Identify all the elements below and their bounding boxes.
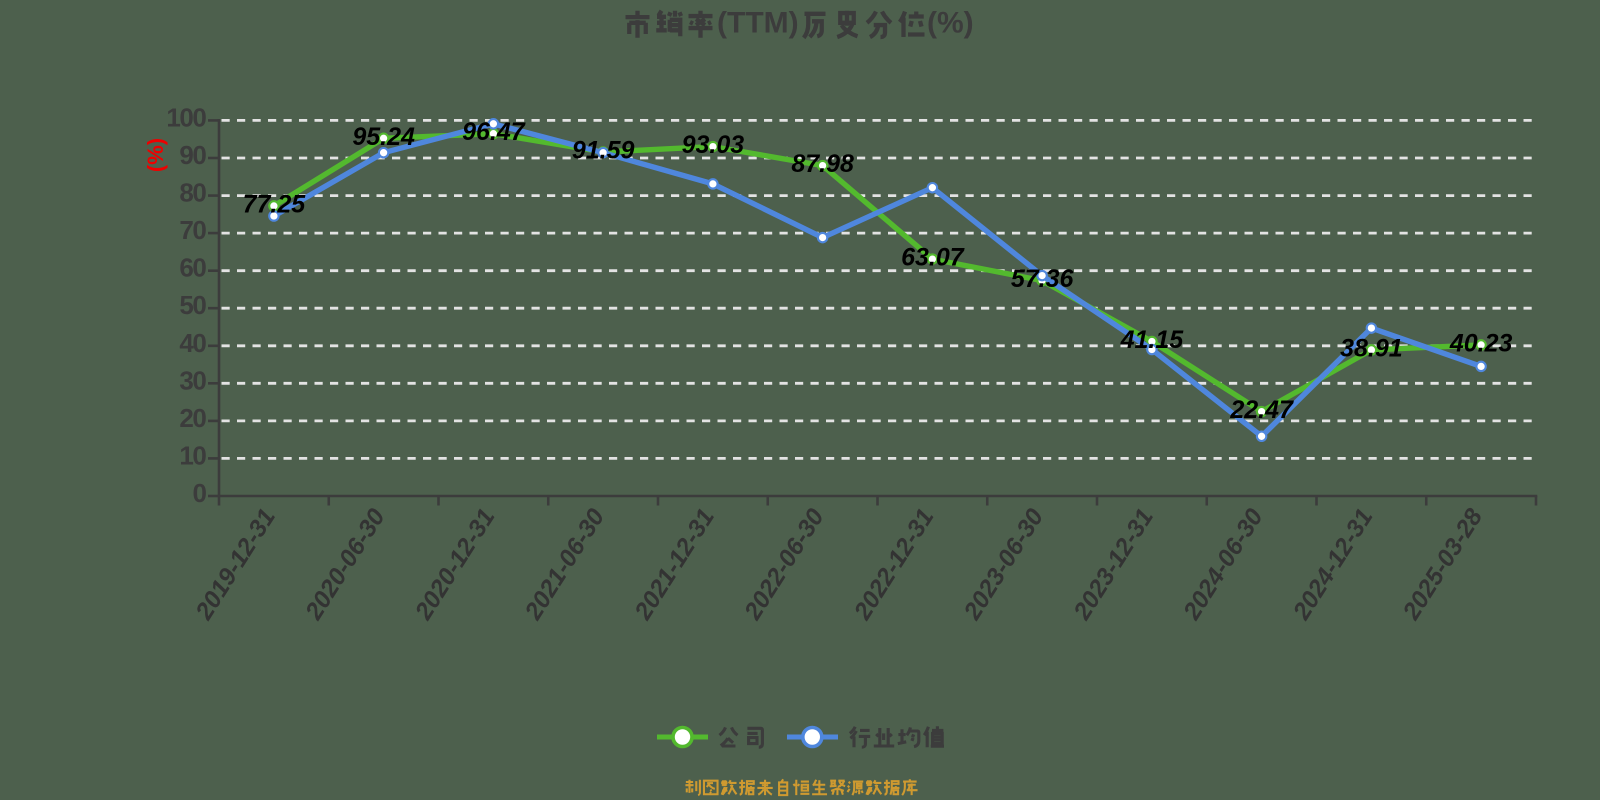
svg-text:90: 90 (179, 140, 206, 170)
svg-text:(TTM): (TTM) (717, 7, 799, 40)
svg-text:38.91: 38.91 (1340, 334, 1403, 362)
svg-text:20: 20 (179, 403, 206, 433)
svg-text:40.23: 40.23 (1449, 329, 1513, 357)
svg-text:(%): (%) (927, 7, 974, 40)
svg-text:80: 80 (179, 178, 206, 208)
svg-text:40: 40 (179, 328, 206, 358)
svg-text:30: 30 (179, 365, 206, 395)
svg-text:100: 100 (166, 102, 206, 132)
svg-text:91.59: 91.59 (572, 137, 635, 165)
svg-text:77.25: 77.25 (243, 190, 307, 218)
svg-text:93.03: 93.03 (682, 131, 745, 159)
svg-text:70: 70 (179, 215, 206, 245)
svg-text:57.36: 57.36 (1011, 265, 1075, 293)
svg-text:10: 10 (179, 440, 206, 470)
svg-text:60: 60 (179, 253, 206, 283)
svg-text:(%): (%) (143, 138, 168, 172)
svg-text:63.07: 63.07 (901, 244, 965, 272)
svg-text:50: 50 (179, 290, 206, 320)
svg-text:22.47: 22.47 (1229, 396, 1294, 424)
svg-text:95.24: 95.24 (352, 123, 415, 151)
svg-text:87.98: 87.98 (791, 150, 854, 178)
svg-text:0: 0 (192, 478, 206, 508)
svg-text:96.47: 96.47 (462, 118, 526, 146)
svg-text:41.15: 41.15 (1120, 326, 1185, 354)
